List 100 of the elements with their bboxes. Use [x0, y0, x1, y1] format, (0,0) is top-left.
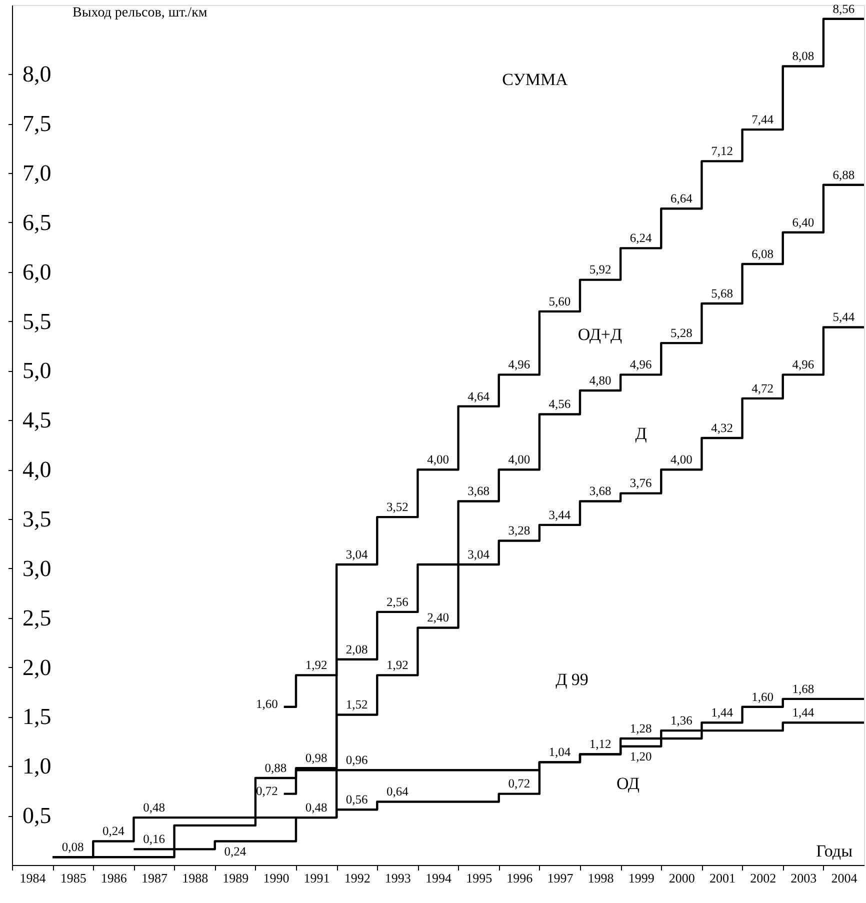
data-label: 0,24 — [102, 824, 126, 838]
x-tick-label: 1985 — [60, 870, 86, 886]
data-label: 6,64 — [670, 192, 694, 206]
x-tick-label: 1998 — [588, 870, 614, 886]
data-label: 0,64 — [386, 784, 410, 799]
y-axis-title: Выход рельсов, шт./км — [72, 6, 208, 20]
data-label: 0,72 — [256, 784, 278, 798]
x-tick-label: 1990 — [263, 870, 290, 886]
data-label: 0,24 — [224, 844, 247, 858]
data-label: 6,24 — [630, 231, 653, 246]
x-tick-label: 2002 — [750, 870, 776, 886]
x-tick-label: 1999 — [628, 870, 654, 886]
y-tick-label: 2,0 — [22, 654, 52, 680]
y-tick-label: 5,0 — [22, 358, 52, 384]
data-label: 0,48 — [143, 800, 165, 814]
data-label: 3,52 — [386, 500, 408, 514]
data-label: 0,48 — [305, 800, 328, 814]
data-label: 1,28 — [630, 721, 652, 736]
annotation: СУММА — [502, 70, 569, 89]
x-tick-label: 1996 — [506, 870, 534, 886]
data-label: 4,00 — [670, 452, 692, 467]
data-label: 7,44 — [752, 112, 774, 126]
data-label: 1,36 — [670, 713, 692, 728]
x-tick-label: 1992 — [344, 870, 370, 886]
data-label: 1,44 — [792, 706, 815, 720]
data-label: 1,04 — [548, 745, 572, 760]
data-label: 1,92 — [305, 658, 328, 672]
data-label: 4,64 — [468, 389, 490, 404]
x-tick-label: 1997 — [547, 870, 574, 886]
data-label: 0,72 — [508, 776, 530, 791]
data-label: 5,60 — [548, 294, 571, 308]
data-label: 3,04 — [468, 547, 490, 562]
data-label: 5,28 — [670, 326, 692, 340]
data-label: 4,56 — [548, 397, 571, 412]
data-label: 0,96 — [346, 753, 368, 768]
data-label: 1,68 — [792, 682, 814, 696]
data-label: 1,60 — [256, 696, 278, 711]
data-label: 6,40 — [792, 215, 814, 230]
data-label: 4,72 — [752, 381, 774, 396]
y-tick-label: 5,5 — [22, 308, 52, 334]
data-label: 2,08 — [346, 642, 368, 656]
data-label: 3,68 — [468, 484, 490, 498]
x-tick-label: 1984 — [20, 870, 46, 886]
data-label: 2,56 — [386, 594, 408, 609]
data-label: 4,00 — [508, 452, 530, 467]
data-label: 3,28 — [508, 524, 530, 538]
data-label: 7,12 — [711, 144, 733, 158]
x-tick-label: 2004 — [831, 870, 858, 886]
data-label: 1,60 — [752, 690, 774, 704]
data-label: 5,68 — [711, 286, 733, 300]
y-tick-label: 7,0 — [22, 160, 52, 186]
data-label: 0,98 — [305, 751, 328, 766]
data-label: 4,96 — [792, 358, 814, 372]
data-label: 8,08 — [792, 49, 814, 64]
data-label: 4,96 — [630, 358, 652, 372]
x-tick-label: 1986 — [100, 870, 128, 886]
x-tick-label: 2003 — [790, 870, 817, 886]
x-tick-label: 1994 — [426, 870, 452, 886]
data-label: 5,92 — [589, 262, 612, 277]
y-tick-label: 4,0 — [22, 457, 52, 482]
x-axis-title: Годы — [816, 842, 854, 860]
y-tick-label: 6,5 — [22, 210, 52, 235]
x-tick-label: 1995 — [466, 870, 492, 886]
data-label: 8,56 — [832, 2, 855, 16]
data-label: 1,12 — [589, 737, 612, 752]
y-tick-label: 8,0 — [22, 62, 52, 87]
data-label: 1,52 — [346, 698, 368, 712]
y-tick-label: 1,5 — [22, 704, 52, 730]
data-label: 3,04 — [346, 547, 369, 562]
annotation: ОД — [616, 774, 640, 793]
data-label: 2,40 — [427, 610, 449, 625]
y-tick-label: 3,5 — [22, 506, 52, 532]
data-label: 4,32 — [711, 420, 733, 435]
x-tick-label: 2000 — [668, 870, 695, 886]
y-tick-label: 6,0 — [22, 259, 52, 284]
data-label: 6,08 — [752, 246, 774, 261]
data-label: 1,44 — [711, 706, 734, 720]
data-label: 4,80 — [589, 373, 612, 388]
data-label: 0,88 — [264, 760, 287, 775]
x-tick-label: 1991 — [304, 870, 330, 886]
y-tick-label: 4,5 — [22, 408, 52, 433]
y-tick-label: 1,0 — [22, 754, 52, 779]
y-tick-label: 0,5 — [22, 803, 52, 828]
data-label: 0,56 — [346, 792, 368, 807]
data-label: 6,88 — [832, 168, 855, 182]
data-label: 4,00 — [427, 452, 449, 467]
data-label: 1,20 — [630, 749, 652, 764]
data-label: 3,44 — [548, 508, 572, 522]
x-tick-label: 2001 — [710, 870, 736, 886]
data-label: 0,08 — [62, 840, 84, 854]
data-label: 3,76 — [630, 476, 652, 490]
x-tick-label: 1987 — [142, 870, 168, 886]
annotation: ОД+Д — [578, 325, 623, 344]
data-label: 5,44 — [832, 310, 856, 324]
data-label: 3,68 — [589, 484, 612, 498]
x-tick-label: 1988 — [182, 870, 208, 886]
data-label: 0,16 — [143, 832, 165, 846]
x-tick-label: 1989 — [222, 870, 249, 886]
annotation: Д 99 — [556, 670, 588, 689]
y-tick-label: 3,0 — [22, 556, 52, 581]
